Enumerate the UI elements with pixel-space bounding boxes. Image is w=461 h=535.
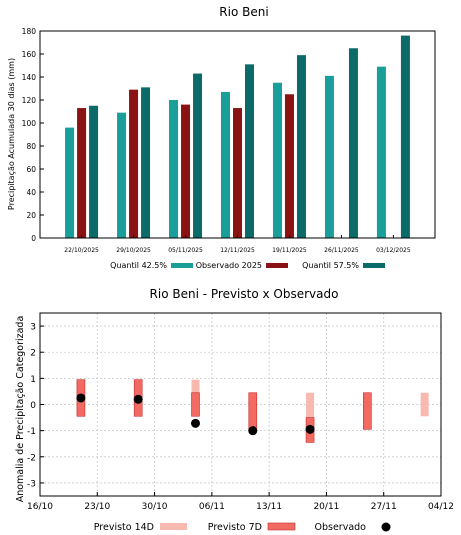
y-tick-label: 3 bbox=[30, 323, 36, 333]
bar bbox=[284, 94, 294, 238]
bar bbox=[233, 108, 242, 238]
legend-label: Quantil 57.5% bbox=[302, 261, 359, 270]
legend-label: Previsto 14D bbox=[94, 522, 154, 533]
x-tick-label: 23/10 bbox=[84, 502, 110, 512]
observado-point bbox=[133, 394, 143, 404]
bar bbox=[296, 55, 306, 239]
y-tick-label: 100 bbox=[22, 119, 37, 128]
bar bbox=[77, 108, 87, 238]
observado-point bbox=[248, 426, 258, 436]
x-tick-label: 30/10 bbox=[142, 502, 168, 512]
bar-chart-x-ticks: 22/10/2025 29/10/2025 05/11/2025 12/11/2025… bbox=[64, 235, 411, 254]
legend-marker bbox=[381, 522, 391, 532]
y-tick-label: 40 bbox=[26, 188, 36, 197]
y-tick-label: 60 bbox=[26, 165, 36, 174]
legend-label: Observado bbox=[315, 522, 367, 533]
range-chart-legend: Previsto 14D Previsto 7D Observado bbox=[94, 522, 391, 533]
range-chart-previsto-7d bbox=[76, 379, 372, 443]
legend-swatch bbox=[160, 523, 187, 530]
bar bbox=[129, 89, 139, 239]
observado-point bbox=[305, 424, 315, 434]
bar bbox=[141, 87, 151, 238]
y-tick-label: 2 bbox=[30, 349, 36, 359]
range-chart-grid bbox=[39, 313, 442, 496]
previsto-7d-bar bbox=[363, 392, 372, 430]
y-tick-label: 80 bbox=[26, 142, 36, 151]
x-tick-label: 12/11/2025 bbox=[220, 247, 255, 254]
bar bbox=[376, 66, 386, 239]
bar bbox=[89, 105, 99, 238]
range-chart-observado bbox=[76, 393, 315, 436]
y-tick-label: 1 bbox=[30, 375, 36, 385]
legend-swatch bbox=[267, 522, 296, 531]
legend-label: Previsto 7D bbox=[208, 522, 262, 533]
x-tick-label: 27/11 bbox=[371, 502, 397, 512]
legend-swatch bbox=[363, 263, 385, 268]
observado-point bbox=[76, 393, 86, 403]
bar bbox=[117, 112, 127, 238]
previsto-7d-bar bbox=[191, 392, 200, 417]
y-tick-label: -3 bbox=[27, 479, 36, 489]
legend-swatch bbox=[171, 263, 193, 268]
x-tick-label: 22/10/2025 bbox=[64, 247, 99, 254]
bar-chart-y-axis-label: Precipitação Acumulada 30 dias (mm) bbox=[7, 58, 16, 210]
bar bbox=[348, 48, 358, 238]
x-tick-label: 29/10/2025 bbox=[116, 247, 151, 254]
y-tick-label: 20 bbox=[26, 211, 36, 220]
bar bbox=[169, 100, 179, 238]
x-tick-label: 13/11 bbox=[256, 502, 282, 512]
y-tick-label: 120 bbox=[22, 96, 37, 105]
bar-chart: Rio Beni Precipitação Acumulada 30 dias … bbox=[7, 5, 436, 270]
previsto-7d-bar bbox=[248, 392, 258, 430]
previsto-14d-bar bbox=[420, 392, 429, 417]
x-tick-label: 03/12/2025 bbox=[376, 247, 411, 254]
range-chart-frame bbox=[39, 312, 442, 497]
range-chart-title: Rio Beni - Previsto x Observado bbox=[150, 287, 339, 301]
y-tick-label: -2 bbox=[27, 453, 36, 463]
y-tick-label: 160 bbox=[22, 50, 37, 59]
range-chart-x-ticks: 16/10 23/10 30/10 06/11 13/11 20/11 27/11 04/12 bbox=[27, 492, 454, 512]
y-tick-label: 0 bbox=[31, 234, 36, 243]
x-tick-label: 04/12 bbox=[428, 502, 454, 512]
x-tick-label: 05/11/2025 bbox=[168, 247, 203, 254]
bar bbox=[272, 82, 282, 238]
bar-chart-bars bbox=[65, 35, 410, 239]
x-tick-label: 19/11/2025 bbox=[272, 247, 307, 254]
bar bbox=[193, 73, 203, 238]
bar bbox=[221, 91, 230, 238]
observado-point bbox=[190, 418, 200, 428]
legend-label: Quantil 42.5% bbox=[110, 261, 167, 270]
legend-swatch bbox=[266, 263, 288, 268]
x-tick-label: 26/11/2025 bbox=[324, 247, 359, 254]
bar bbox=[181, 104, 191, 238]
bar bbox=[65, 127, 75, 238]
x-tick-label: 16/10 bbox=[27, 502, 53, 512]
y-tick-label: 0 bbox=[30, 401, 36, 411]
x-tick-label: 06/11 bbox=[199, 502, 225, 512]
y-tick-label: 140 bbox=[22, 73, 37, 82]
bar-chart-y-ticks: 0 20 40 60 80 100 120 140 160 180 bbox=[22, 27, 44, 243]
bar-chart-frame bbox=[39, 30, 436, 239]
bar bbox=[324, 75, 334, 238]
bar-chart-legend: Quantil 42.5% Observado 2025 Quantil 57.5% bbox=[110, 261, 385, 270]
range-chart: Rio Beni - Previsto x Observado Anomalia… bbox=[15, 287, 454, 533]
y-tick-label: -1 bbox=[27, 427, 36, 437]
legend-label: Observado 2025 bbox=[196, 261, 262, 270]
range-chart-y-ticks: -3 -2 -1 0 1 2 3 bbox=[27, 323, 44, 489]
bar-chart-title: Rio Beni bbox=[219, 5, 268, 19]
bar bbox=[400, 35, 410, 238]
range-chart-y-axis-label: Anomalia de Precipitação Categorizada bbox=[15, 316, 26, 503]
y-tick-label: 180 bbox=[22, 27, 37, 36]
bar bbox=[245, 64, 254, 238]
x-tick-label: 20/11 bbox=[313, 502, 339, 512]
